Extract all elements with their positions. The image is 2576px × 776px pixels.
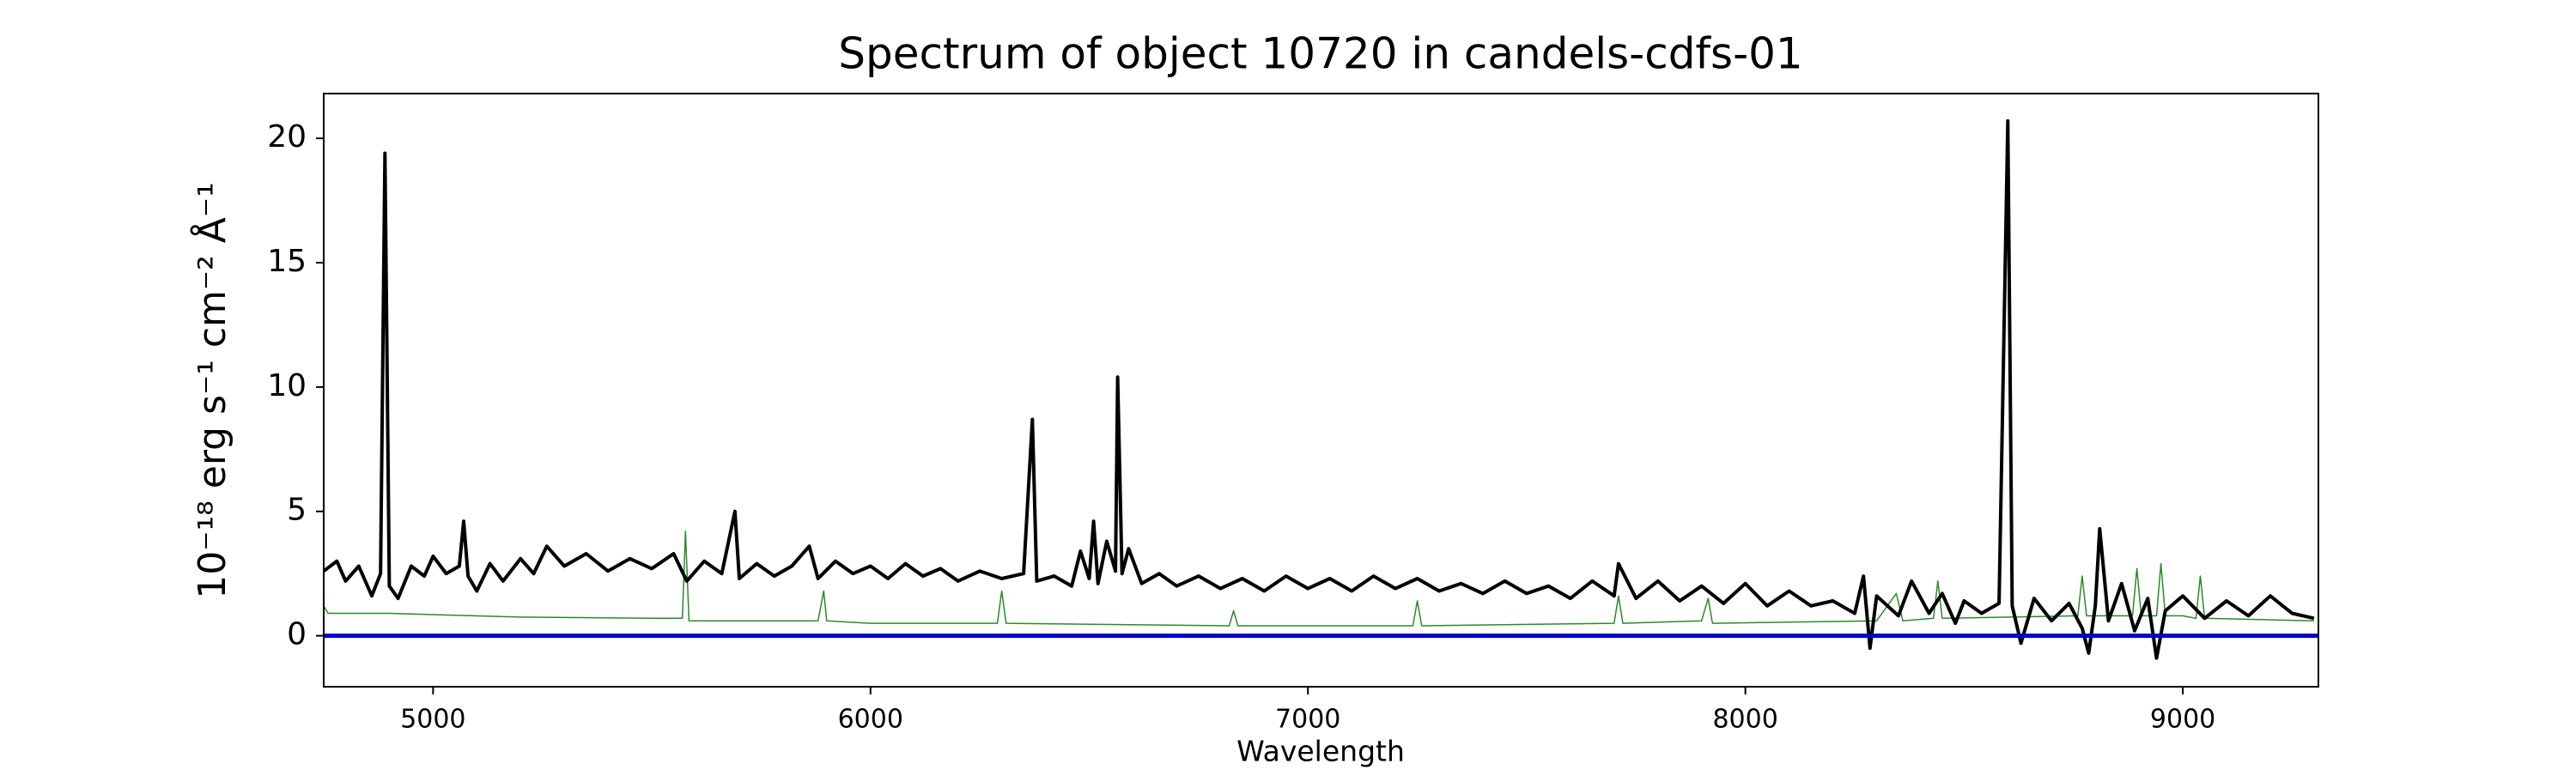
series-line xyxy=(324,118,2315,660)
y-tick-label: 5 xyxy=(287,493,307,528)
plot-frame xyxy=(323,93,2319,688)
y-tick-label: 0 xyxy=(287,617,307,652)
x-tick-label: 6000 xyxy=(838,705,903,735)
x-tick-label: 8000 xyxy=(1712,705,1777,735)
y-tick-label: 10 xyxy=(267,368,307,403)
chart-title: Spectrum of object 10720 in candels-cdfs… xyxy=(838,29,1803,79)
series-line xyxy=(324,530,2314,627)
y-axis-label: 10⁻¹⁸ erg s⁻¹ cm⁻² Å⁻¹ xyxy=(189,182,234,598)
y-tick-label: 20 xyxy=(267,119,307,155)
x-tick-label: 9000 xyxy=(2150,705,2215,735)
x-tick-label: 5000 xyxy=(400,705,465,735)
y-tick-label: 15 xyxy=(267,244,307,279)
x-axis-label: Wavelength xyxy=(1236,735,1405,768)
x-tick-label: 7000 xyxy=(1275,705,1340,735)
